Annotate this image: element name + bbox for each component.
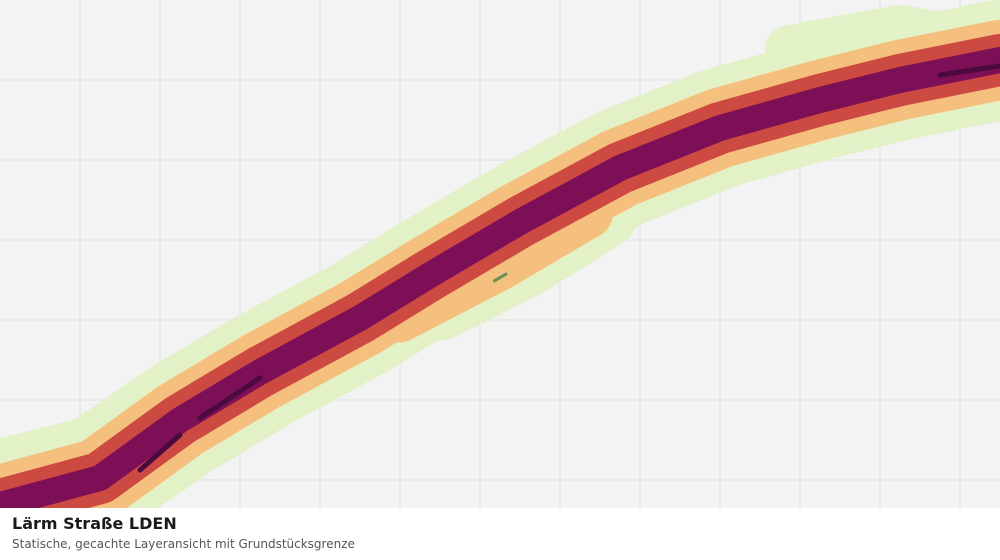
caption-panel: Lärm Straße LDEN Statische, gecachte Lay… [0,508,1000,560]
layer-subtitle: Statische, gecachte Layeransicht mit Gru… [12,537,355,551]
layer-title: Lärm Straße LDEN [12,514,177,533]
map-canvas [0,0,1000,508]
parcel-boundary [492,272,508,283]
noise-bands [0,0,1000,508]
